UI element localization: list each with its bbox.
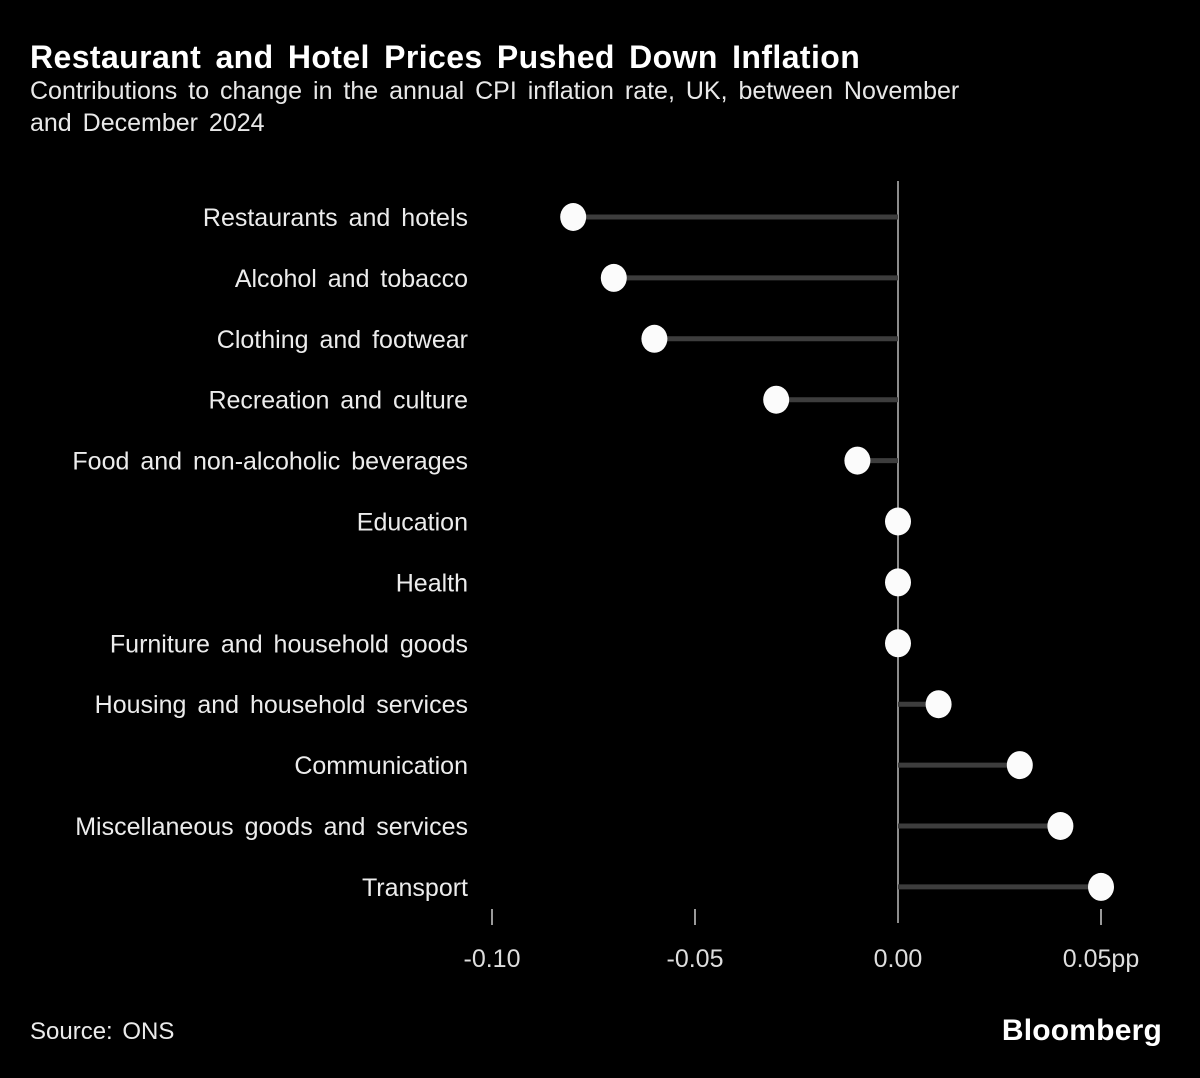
category-label: Food and non-alcoholic beverages	[72, 448, 468, 476]
lollipop-dot	[1047, 812, 1074, 840]
axis-tick-label: -0.05	[667, 945, 724, 973]
category-label: Recreation and culture	[208, 387, 468, 415]
lollipop-dot	[885, 507, 911, 536]
chart-subtitle-line-1: Contributions to change in the annual CP…	[30, 77, 960, 106]
lollipop-dot	[763, 385, 790, 414]
bloomberg-logo: Bloomberg	[1001, 1014, 1162, 1047]
lollipop-dot	[1088, 872, 1114, 901]
chart-subtitle-line-2: and December 2024	[30, 109, 265, 138]
lollipop-dot	[641, 324, 668, 353]
chart-footer: Source: ONS Bloomberg	[0, 1012, 1200, 1048]
lollipop-dot	[885, 629, 911, 658]
category-label: Education	[357, 509, 468, 537]
category-label: Clothing and footwear	[217, 326, 468, 354]
lollipop-dot	[925, 690, 952, 719]
chart-header: Restaurant and Hotel Prices Pushed Down …	[30, 39, 1170, 139]
category-label: Restaurants and hotels	[203, 204, 468, 232]
category-label: Miscellaneous goods and services	[75, 813, 468, 841]
axis-tick-label: -0.10	[464, 945, 521, 973]
lollipop-dot	[885, 568, 911, 597]
category-label: Transport	[362, 874, 468, 902]
chart-title: Restaurant and Hotel Prices Pushed Down …	[30, 39, 861, 75]
lollipop-dot	[600, 263, 627, 292]
axis-tick-label: 0.05pp	[1063, 945, 1139, 973]
category-label: Alcohol and tobacco	[235, 265, 468, 293]
category-label: Housing and household services	[95, 691, 468, 719]
category-label: Furniture and household goods	[110, 630, 468, 658]
lollipop-dot	[1006, 751, 1033, 780]
source-note: Source: ONS	[30, 1018, 175, 1045]
lollipop-dot	[560, 203, 587, 231]
axis-tick-label: 0.00	[874, 945, 923, 973]
lollipop-dot	[844, 446, 871, 475]
category-label: Communication	[294, 752, 468, 780]
category-label: Health	[396, 569, 468, 597]
